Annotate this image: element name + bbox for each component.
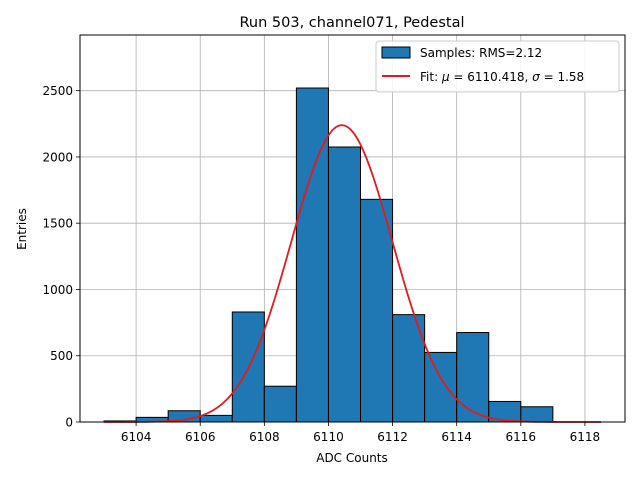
- legend-fit-prefix: Fit:: [420, 70, 442, 84]
- y-tick-label: 0: [65, 416, 73, 430]
- histogram-bar: [360, 198, 394, 423]
- y-tick-label: 500: [50, 349, 73, 363]
- legend-fit-sigma-text: = 1.58: [540, 70, 584, 84]
- plot-frame: [79, 34, 626, 423]
- y-tick-label: 2500: [42, 84, 73, 98]
- legend-fit-mu-text: = 6110.418,: [450, 70, 533, 84]
- x-tick-label: 6104: [121, 430, 152, 444]
- x-tick-label: 6112: [377, 430, 408, 444]
- fit-curve-group: [104, 124, 601, 423]
- histogram-bar: [327, 146, 362, 423]
- legend-fit-label: Fit: μ = 6110.418, σ = 1.58: [420, 70, 584, 84]
- x-tick-label: 6110: [313, 430, 344, 444]
- x-tick-label: 6114: [441, 430, 472, 444]
- gaussian-fit-curve: [104, 124, 601, 423]
- histogram-bars: [103, 87, 554, 423]
- legend-fit-mu-symbol: μ: [441, 70, 450, 84]
- x-axis-ticks: 6104 6106 6108 6110 6112 6114 6116 6118: [121, 422, 600, 444]
- x-tick-label: 6116: [506, 430, 537, 444]
- legend-fit-sigma-symbol: σ: [532, 70, 540, 84]
- legend-histogram-swatch: [381, 46, 411, 59]
- legend: Samples: RMS=2.12 Fit: μ = 6110.418, σ =…: [375, 40, 620, 93]
- y-axis-ticks: 0 500 1000 1500 2000 2500: [42, 84, 80, 430]
- histogram-bar: [263, 385, 297, 423]
- x-tick-label: 6118: [570, 430, 601, 444]
- y-axis-label: Entries: [15, 208, 29, 250]
- x-axis-label: ADC Counts: [316, 451, 388, 465]
- histogram-bar: [392, 314, 426, 423]
- y-tick-label: 1500: [42, 217, 73, 231]
- legend-histogram-label: Samples: RMS=2.12: [420, 46, 542, 60]
- y-tick-label: 2000: [42, 150, 73, 164]
- histogram-bar: [295, 87, 329, 423]
- legend-box: [375, 40, 620, 93]
- x-tick-label: 6106: [185, 430, 216, 444]
- histogram-bar: [199, 414, 233, 423]
- y-tick-label: 1000: [42, 283, 73, 297]
- chart-title: Run 503, channel071, Pedestal: [239, 15, 464, 31]
- histogram-bar: [424, 351, 458, 423]
- x-tick-label: 6108: [249, 430, 280, 444]
- histogram-bar: [456, 332, 490, 423]
- histogram-bar: [520, 406, 554, 423]
